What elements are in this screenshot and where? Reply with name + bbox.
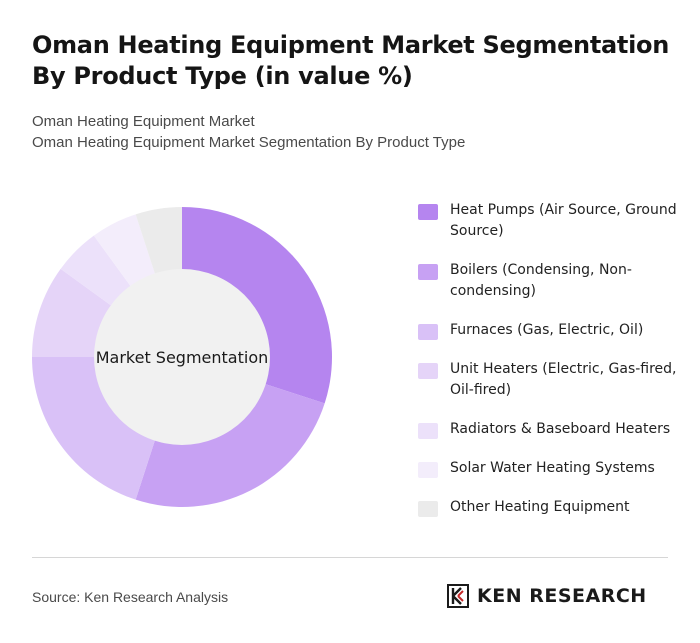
donut-center (94, 269, 270, 445)
legend-item: Unit Heaters (Electric, Gas-fired, Oil-f… (418, 359, 688, 401)
legend-label: Boilers (Condensing, Non-condensing) (450, 262, 632, 299)
legend-item: Radiators & Baseboard Heaters (418, 419, 688, 440)
chart-legend: Heat Pumps (Air Source, Ground Source) Bo… (418, 200, 688, 536)
legend-swatch (418, 423, 438, 439)
ken-research-logo-text: KEN RESEARCH (477, 585, 647, 607)
legend-label: Other Heating Equipment (450, 499, 630, 515)
ken-research-logo-icon (447, 584, 469, 608)
chart-subtitle-segmentation: Oman Heating Equipment Market Segmentati… (32, 134, 466, 151)
legend-swatch (418, 264, 438, 280)
legend-item: Boilers (Condensing, Non-condensing) (418, 260, 688, 302)
legend-swatch (418, 501, 438, 517)
ken-research-logo: KEN RESEARCH (447, 583, 647, 609)
chart-subtitle-market: Oman Heating Equipment Market (32, 113, 255, 130)
donut-chart: Market Segmentation (32, 207, 333, 508)
legend-item: Heat Pumps (Air Source, Ground Source) (418, 200, 688, 242)
legend-swatch (418, 363, 438, 379)
source-note: Source: Ken Research Analysis (32, 589, 229, 605)
legend-swatch (418, 204, 438, 220)
legend-label: Furnaces (Gas, Electric, Oil) (450, 322, 644, 338)
legend-label: Unit Heaters (Electric, Gas-fired, Oil-f… (450, 361, 677, 398)
legend-label: Radiators & Baseboard Heaters (450, 421, 671, 437)
chart-title: Oman Heating Equipment Market Segmentati… (32, 31, 669, 90)
legend-label: Heat Pumps (Air Source, Ground Source) (450, 202, 677, 239)
legend-item: Solar Water Heating Systems (418, 458, 688, 479)
legend-label: Solar Water Heating Systems (450, 460, 655, 476)
legend-item: Other Heating Equipment (418, 497, 688, 518)
footer-divider (32, 557, 668, 558)
donut-center-label: Market Segmentation (96, 348, 269, 367)
legend-item: Furnaces (Gas, Electric, Oil) (418, 320, 688, 341)
legend-swatch (418, 324, 438, 340)
legend-swatch (418, 462, 438, 478)
